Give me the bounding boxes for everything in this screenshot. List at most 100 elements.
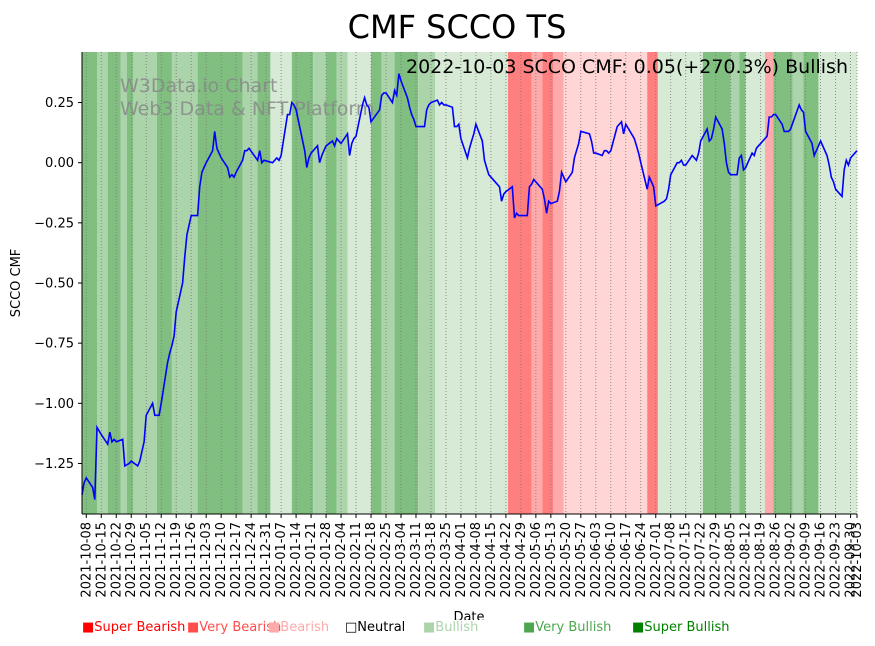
legend-label: Neutral xyxy=(357,620,406,635)
legend-label: Bullish xyxy=(435,620,479,635)
band-very_bullish xyxy=(197,52,243,514)
y-tick-label: −1.25 xyxy=(34,457,74,472)
band-bullish xyxy=(336,52,348,514)
y-axis-ticks: 0.25 0.00 −0.25 −0.50 −0.75 −1.00 −1.25 xyxy=(34,96,82,472)
band-very_bullish xyxy=(803,52,819,514)
band-bullish xyxy=(730,52,740,514)
x-tick-label: 2022-09-23 xyxy=(829,522,844,598)
band-very_bullish xyxy=(371,52,382,514)
band-bullish xyxy=(792,52,804,514)
x-axis-ticks: 2021-10-08 2021-10-15 2021-10-22 2021-10-29… xyxy=(79,514,865,598)
x-tick-label: 2022-04-08 xyxy=(469,522,484,598)
x-tick-label: 2022-09-30 xyxy=(844,522,859,598)
x-tick-label: 2022-07-01 xyxy=(649,522,664,598)
legend-swatch-icon: ■ xyxy=(632,620,645,635)
x-tick-label: 2021-12-10 xyxy=(214,522,229,598)
date-gridlines xyxy=(85,52,858,514)
legend-swatch-icon: ■ xyxy=(423,620,436,635)
band-bullish xyxy=(313,52,327,514)
legend-swatch-icon: ■ xyxy=(523,620,536,635)
band-bearish xyxy=(764,52,774,514)
legend-label: Super Bullish xyxy=(644,620,730,635)
x-tick-label: 2022-04-01 xyxy=(454,522,469,598)
band-weak_bullish xyxy=(657,52,703,514)
x-tick-label: 2022-01-21 xyxy=(304,522,319,598)
legend-swatch-icon: ■ xyxy=(82,620,95,635)
x-tick-label: 2022-03-11 xyxy=(409,522,424,598)
x-tick-label: 2022-08-26 xyxy=(769,522,784,598)
band-very_bullish xyxy=(257,52,271,514)
band-very_bullish xyxy=(126,52,134,514)
x-tick-label: 2021-12-24 xyxy=(244,522,259,598)
x-tick-label: 2022-07-29 xyxy=(709,522,724,598)
x-tick-label: 2022-03-25 xyxy=(439,522,454,598)
watermark: W3Data.io Chart Web3 Data & NFT Platform xyxy=(120,75,374,120)
x-tick-label: 2022-01-07 xyxy=(274,522,289,598)
band-weak_bullish xyxy=(745,52,765,514)
legend-item: ■ Super Bearish xyxy=(82,620,185,635)
x-tick-label: 2021-10-22 xyxy=(109,522,124,598)
x-tick-label: 2022-07-22 xyxy=(694,522,709,598)
legend-label: Very Bearish xyxy=(199,620,282,635)
band-bullish xyxy=(96,52,108,514)
x-tick-label: 2021-11-12 xyxy=(154,522,169,598)
band-bearish xyxy=(531,52,543,514)
x-tick-label: 2021-11-26 xyxy=(184,522,199,598)
band-very_bullish xyxy=(702,52,731,514)
x-tick-label: 2021-10-29 xyxy=(124,522,139,598)
band-very_bullish xyxy=(82,52,97,514)
chart-title: CMF SCCO TS xyxy=(348,8,567,46)
x-tick-label: 2022-06-24 xyxy=(634,522,649,598)
x-tick-label: 2022-01-14 xyxy=(289,522,304,598)
band-weak_bullish xyxy=(818,52,857,514)
x-tick-label: 2022-02-25 xyxy=(379,522,394,598)
x-tick-label: 2021-11-05 xyxy=(139,522,154,598)
band-weak_bullish xyxy=(347,52,372,514)
legend-item: ■ Bearish xyxy=(268,620,329,635)
y-tick-label: −0.50 xyxy=(34,277,74,292)
x-tick-label: 2022-02-11 xyxy=(349,522,364,598)
band-very_bearish xyxy=(508,52,532,514)
x-tick-label: 2022-04-22 xyxy=(499,522,514,598)
y-tick-label: 0.25 xyxy=(45,96,74,111)
x-axis-label: Date xyxy=(453,610,484,620)
band-very_bullish xyxy=(326,52,337,514)
band-bullish xyxy=(171,52,198,514)
legend-item: ■ Very Bullish xyxy=(523,620,611,635)
y-tick-label: −1.00 xyxy=(34,397,74,412)
legend-item: ■ Very Bearish xyxy=(187,620,281,635)
x-tick-label: 2022-06-10 xyxy=(604,522,619,598)
legend-label: Very Bullish xyxy=(535,620,612,635)
x-tick-label: 2022-01-28 xyxy=(319,522,334,598)
x-tick-label: 2022-03-04 xyxy=(394,522,409,598)
legend-item: □ Neutral xyxy=(345,620,405,635)
band-very_bullish xyxy=(107,52,121,514)
band-very_bullish xyxy=(739,52,746,514)
x-tick-label: 2022-03-18 xyxy=(424,522,439,598)
x-tick-label: 2022-08-19 xyxy=(754,522,769,598)
chart-annotation: 2022-10-03 SCCO CMF: 0.05(+270.3%) Bulli… xyxy=(406,56,848,78)
x-tick-label: 2022-09-09 xyxy=(799,522,814,598)
x-tick-label: 2022-08-05 xyxy=(724,522,739,598)
band-very_bullish xyxy=(156,52,172,514)
band-very_bullish xyxy=(291,52,314,514)
legend-swatch-icon: ■ xyxy=(187,620,200,635)
x-tick-label: 2021-12-03 xyxy=(199,522,214,598)
band-weak_bullish xyxy=(435,52,509,514)
watermark-line-1: W3Data.io Chart xyxy=(120,75,277,97)
band-bullish xyxy=(418,52,436,514)
legend-item: ■ Super Bullish xyxy=(632,620,730,635)
band-very_bullish xyxy=(394,52,419,514)
x-tick-label: 2022-04-15 xyxy=(484,522,499,598)
watermark-line-2: Web3 Data & NFT Platform xyxy=(120,98,374,120)
x-tick-label: 2022-07-15 xyxy=(679,522,694,598)
legend-swatch-icon: □ xyxy=(345,620,358,635)
sentiment-bands xyxy=(82,52,857,514)
band-very_bearish xyxy=(542,52,553,514)
x-tick-label: 2021-11-19 xyxy=(169,522,184,598)
x-tick-label: 2022-09-02 xyxy=(784,522,799,598)
band-very_bearish xyxy=(647,52,658,514)
x-tick-label: 2022-05-20 xyxy=(559,522,574,598)
y-tick-label: 0.00 xyxy=(45,156,74,171)
x-tick-label: 2022-09-16 xyxy=(814,522,829,598)
